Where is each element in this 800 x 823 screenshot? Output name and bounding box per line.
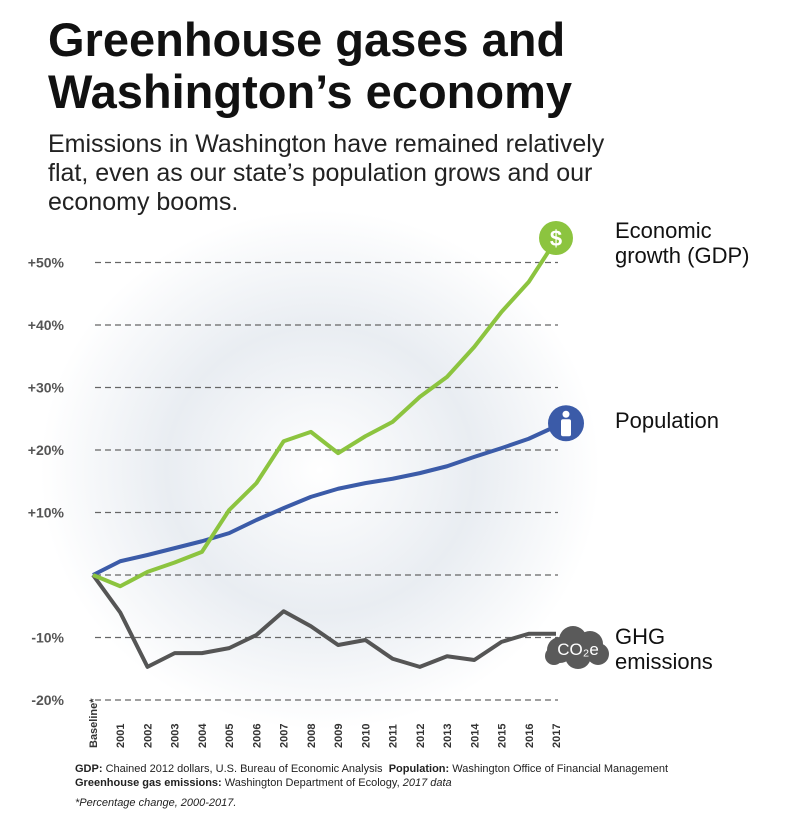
x-tick-label: 2005 [224,724,236,748]
x-tick-label: 2012 [415,724,427,748]
x-tick-label: 2004 [197,723,209,748]
gdp-icon [539,221,573,255]
gdp-icon-label: $ [550,226,562,251]
series-label: GHG emissions [615,624,713,674]
person-head [562,410,570,418]
ghg-icon-label: CO₂e [557,640,599,659]
cloud-icon [545,647,563,665]
footnote: *Percentage change, 2000-2017. [75,797,237,809]
x-tick-label: 2008 [306,724,318,748]
cloud-icon [565,643,591,669]
x-tick-label: 2001 [115,724,127,748]
y-tick-label: +30% [28,380,65,396]
x-tick-label: 2013 [442,724,454,748]
source-text: Chained 2012 dollars, U.S. Bureau of Eco… [105,763,383,775]
series-label: Population [615,408,719,433]
x-tick-label: 2009 [333,724,345,748]
source-label: Population: [388,763,450,775]
x-tick-label: 2003 [170,724,182,748]
background [40,210,600,730]
source-text: Washington Department of Ecology, [224,777,400,789]
series-line [91,573,556,669]
y-tick-label: +40% [28,317,65,333]
x-tick-label: 2006 [251,724,263,748]
source-line: GDP: Chained 2012 dollars, U.S. Bureau o… [75,762,668,776]
y-tick-label: -10% [31,630,64,646]
series-line [92,238,558,589]
x-tick-label: 2010 [360,724,372,748]
chart-subtitle: Emissions in Washington have remained re… [48,130,605,216]
x-tick-label: 2014 [469,723,481,748]
x-tick-label: 2002 [142,724,154,748]
y-tick-label: -20% [31,692,64,708]
y-tick-label: +10% [28,505,65,521]
source-note: 2017 data [402,777,452,789]
series-line [92,424,557,577]
x-tick-label: Baseline* [88,698,100,748]
x-tick-label: 2016 [524,724,536,748]
x-tick-label: 2015 [497,724,509,748]
source-line: Greenhouse gas emissions: Washington Dep… [75,776,668,790]
x-tick-label: 2017 [551,724,563,748]
source-text: Washington Office of Financial Managemen… [452,763,669,775]
sources: GDP: Chained 2012 dollars, U.S. Bureau o… [75,762,668,810]
source-label: GDP: [75,763,103,775]
series-label: Economic growth (GDP) [615,218,750,268]
cloud-icon [587,643,609,665]
x-tick-label: 2007 [279,724,291,748]
source-label: Greenhouse gas emissions: [75,777,222,789]
y-tick-label: +20% [28,442,65,458]
y-tick-label: +50% [28,255,65,271]
chart-title: Greenhouse gases and Washington’s econom… [48,13,572,118]
person-body [561,419,571,437]
x-tick-label: 2011 [388,724,400,748]
